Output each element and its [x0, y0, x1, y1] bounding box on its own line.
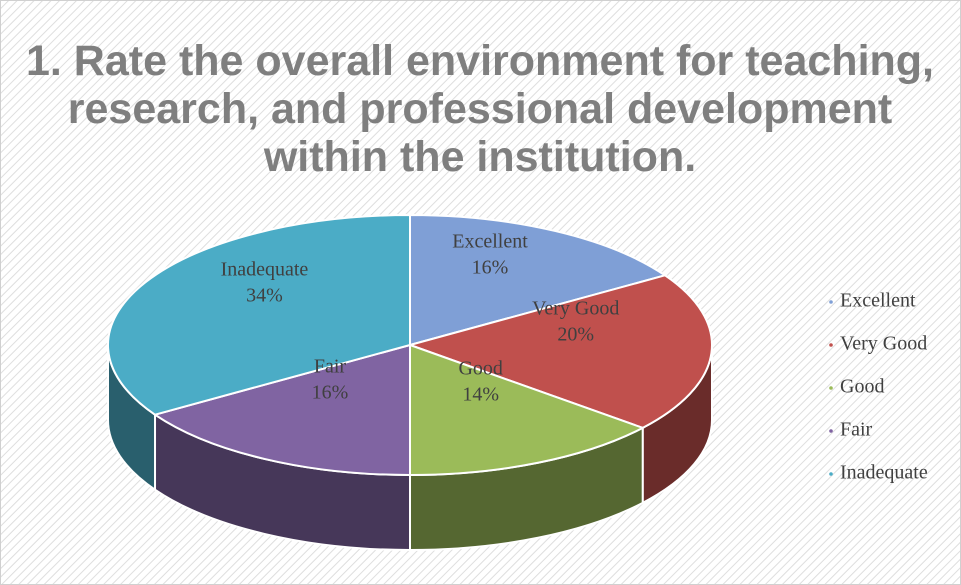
- pie-slice: [152, 343, 411, 477]
- legend-label: Inadequate: [840, 462, 928, 484]
- data-label-value: 20%: [557, 323, 594, 345]
- legend-marker: [829, 386, 833, 390]
- legend-label: Good: [840, 376, 884, 398]
- legend-marker: [829, 429, 833, 433]
- data-label-value: 14%: [462, 384, 499, 406]
- chart-title: 1. Rate the overall environment for teac…: [26, 37, 934, 181]
- data-label-value: 34%: [246, 285, 283, 307]
- data-label-category: Inadequate: [221, 259, 309, 281]
- pie-slice: [107, 213, 411, 416]
- pie-slice: [409, 343, 646, 477]
- legend-label: Fair: [840, 419, 873, 441]
- data-label-category: Very Good: [532, 297, 619, 319]
- legend-label: Very Good: [840, 333, 927, 355]
- data-label-value: 16%: [312, 382, 349, 404]
- legend-marker: [829, 472, 833, 476]
- data-label-category: Excellent: [452, 230, 528, 252]
- legend-marker: [829, 343, 833, 347]
- pie-slice: [406, 274, 713, 429]
- data-label-category: Fair: [314, 356, 347, 378]
- data-label-value: 16%: [472, 256, 509, 278]
- data-label-category: Good: [458, 358, 502, 380]
- legend-label: Excellent: [840, 290, 916, 312]
- legend-marker: [829, 300, 833, 304]
- pie-slice: [409, 213, 668, 347]
